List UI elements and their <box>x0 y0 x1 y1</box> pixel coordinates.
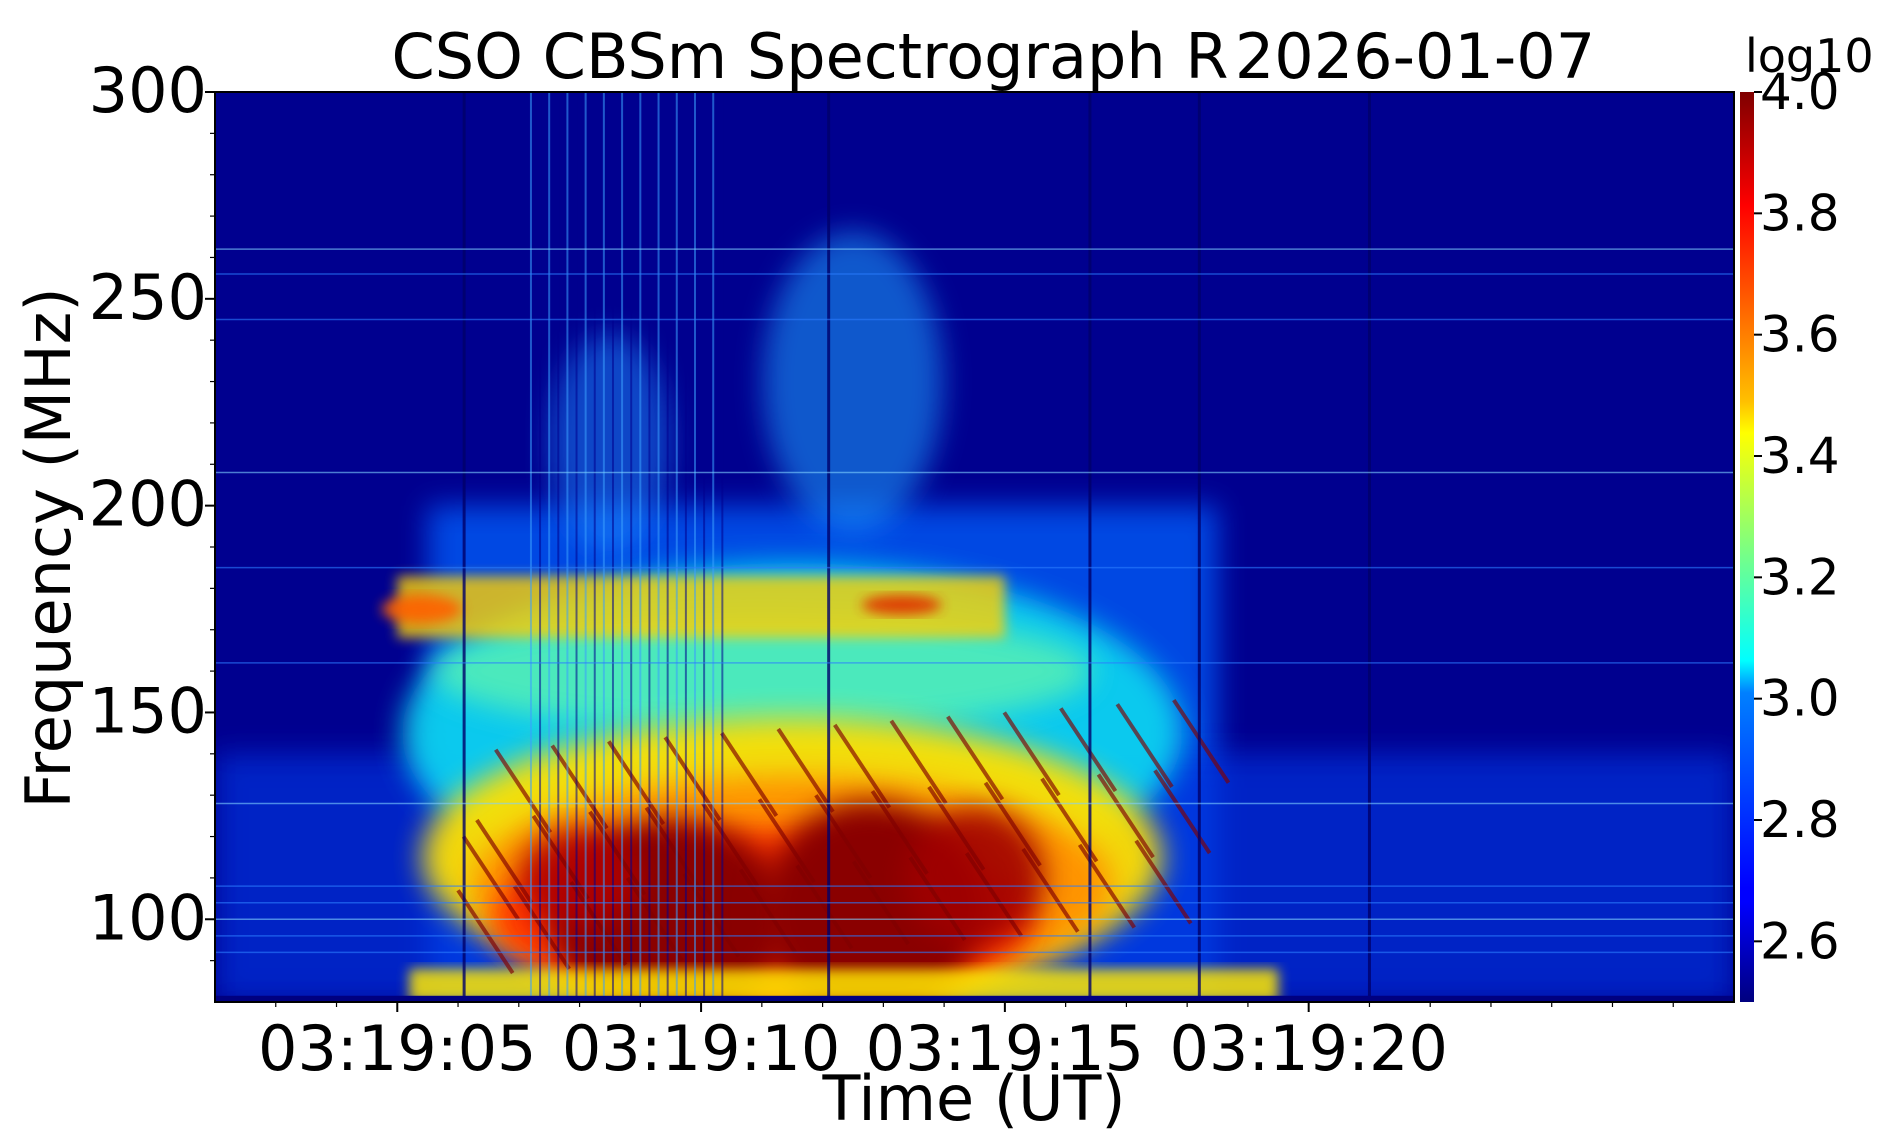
colorbar: log10 2.6 2.8 3.0 3.2 3.4 3.6 3.8 4.0 <box>1740 29 1874 1002</box>
chart-title: CSO CBSm Spectrograph R <box>392 20 1229 93</box>
colorbar-tick-label: 2.6 <box>1760 912 1840 970</box>
colorbar-gradient <box>1740 92 1754 1002</box>
x-tick-label: 03:19:10 <box>562 1012 840 1085</box>
colorbar-tick-label: 3.4 <box>1760 427 1840 485</box>
colorbar-tick-label: 3.8 <box>1760 184 1840 242</box>
x-axis: 03:19:05 03:19:10 03:19:15 03:19:20 <box>258 1002 1674 1085</box>
x-tick-label: 03:19:05 <box>258 1012 536 1085</box>
x-tick-label: 03:19:15 <box>866 1012 1144 1085</box>
y-tick-label: 250 <box>89 261 207 334</box>
y-tick-label: 100 <box>89 881 207 954</box>
colorbar-ticks: 2.6 2.8 3.0 3.2 3.4 3.6 3.8 4.0 <box>1754 63 1840 970</box>
x-tick-label: 03:19:20 <box>1169 1012 1447 1085</box>
colorbar-label: log10 <box>1745 29 1874 83</box>
colorbar-tick-label: 4.0 <box>1760 63 1840 121</box>
plot-area: 100 150 200 250 300 03:19:05 03:19:10 03:19:15… <box>89 54 1735 1085</box>
x-axis-label: Time (UT) <box>821 1062 1125 1135</box>
y-tick-label: 150 <box>89 674 207 747</box>
colorbar-tick-label: 3.2 <box>1760 548 1840 606</box>
colorbar-tick-label: 3.6 <box>1760 306 1840 364</box>
colorbar-tick-label: 2.8 <box>1760 791 1840 849</box>
colorbar-tick-label: 3.0 <box>1760 670 1840 728</box>
chart-date: 2026-01-07 <box>1235 20 1595 93</box>
y-axis-label: Frequency (MHz) <box>12 287 85 808</box>
y-tick-label: 300 <box>89 54 207 127</box>
y-axis: 100 150 200 250 300 <box>89 54 215 962</box>
y-tick-label: 200 <box>89 468 207 541</box>
heatmap-image <box>215 92 1734 1002</box>
